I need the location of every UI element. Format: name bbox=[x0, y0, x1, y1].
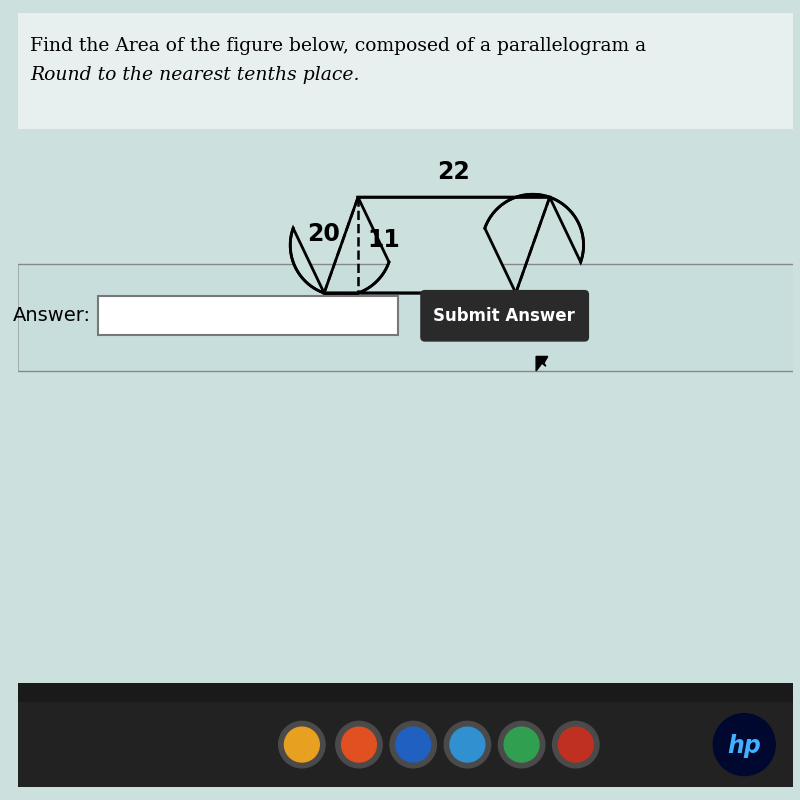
Bar bbox=[18, 702, 793, 787]
Circle shape bbox=[558, 727, 594, 762]
Circle shape bbox=[498, 722, 545, 768]
Circle shape bbox=[278, 722, 325, 768]
Circle shape bbox=[336, 722, 382, 768]
Circle shape bbox=[504, 727, 539, 762]
Circle shape bbox=[450, 727, 485, 762]
Text: Round to the nearest tenths place.: Round to the nearest tenths place. bbox=[30, 66, 359, 84]
Circle shape bbox=[714, 714, 775, 775]
Text: 22: 22 bbox=[438, 160, 470, 184]
FancyBboxPatch shape bbox=[421, 290, 588, 341]
Circle shape bbox=[390, 722, 437, 768]
Text: hp: hp bbox=[727, 734, 761, 758]
FancyBboxPatch shape bbox=[98, 297, 398, 335]
Circle shape bbox=[285, 727, 319, 762]
Text: Find the Area of the figure below, composed of a parallelogram a: Find the Area of the figure below, compo… bbox=[30, 37, 646, 55]
Text: Answer:: Answer: bbox=[13, 306, 91, 326]
Text: Submit Answer: Submit Answer bbox=[434, 306, 575, 325]
Text: 20: 20 bbox=[307, 222, 340, 246]
Polygon shape bbox=[290, 194, 583, 296]
Bar bbox=[18, 265, 793, 371]
Circle shape bbox=[342, 727, 377, 762]
Circle shape bbox=[553, 722, 599, 768]
Text: 11: 11 bbox=[368, 228, 401, 252]
Circle shape bbox=[396, 727, 430, 762]
Bar bbox=[18, 13, 793, 129]
Polygon shape bbox=[536, 357, 548, 371]
Bar bbox=[18, 682, 793, 702]
Circle shape bbox=[444, 722, 490, 768]
